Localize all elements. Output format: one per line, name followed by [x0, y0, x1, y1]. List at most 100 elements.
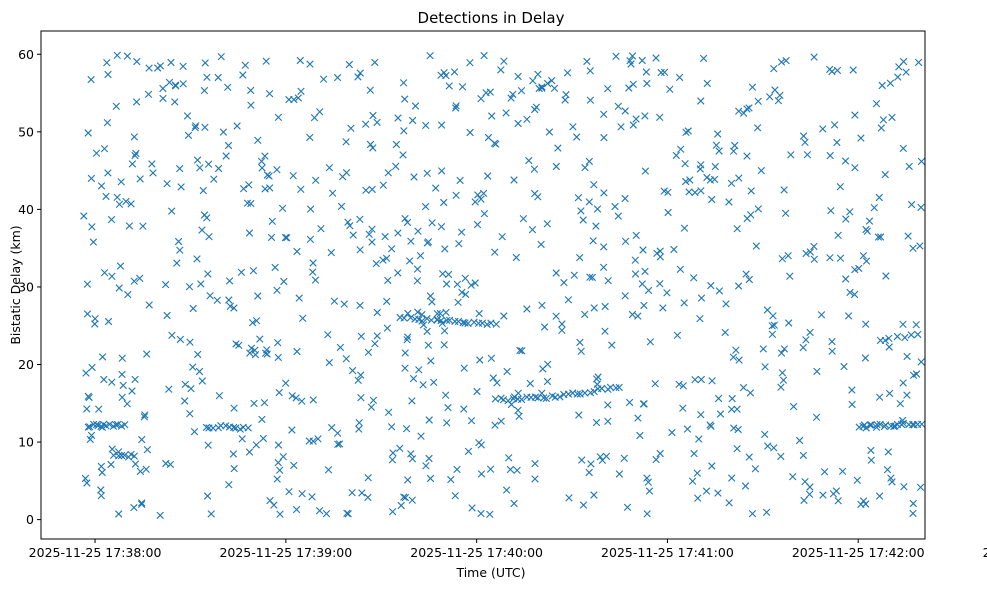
detection-point	[707, 281, 715, 290]
detection-point	[230, 404, 238, 412]
detection-point	[497, 417, 505, 425]
detection-point	[401, 349, 409, 357]
detection-point	[787, 151, 795, 159]
detection-point	[532, 103, 541, 111]
detection-point	[631, 256, 639, 264]
detection-point	[206, 292, 214, 300]
y-tick-label: 10	[18, 435, 34, 450]
detection-point	[826, 151, 834, 160]
detection-point	[213, 296, 221, 304]
detection-point	[733, 225, 741, 233]
detection-point	[842, 275, 850, 283]
detection-point	[876, 233, 885, 241]
detection-point	[638, 280, 646, 288]
detection-point	[439, 270, 447, 278]
detection-point	[468, 504, 476, 512]
detection-point	[473, 387, 481, 396]
detection-point	[342, 355, 350, 363]
detection-point	[342, 169, 351, 177]
detection-point	[364, 348, 373, 356]
detection-point	[458, 288, 466, 296]
detection-point	[848, 386, 856, 394]
detection-point	[600, 189, 608, 197]
detection-point	[504, 397, 512, 405]
detection-point	[288, 392, 296, 400]
detection-point	[203, 73, 211, 81]
detection-point	[600, 243, 608, 251]
detection-point	[621, 237, 630, 245]
detection-point	[615, 383, 623, 392]
detection-point	[193, 156, 202, 164]
detection-point	[103, 59, 111, 67]
detection-point	[480, 51, 488, 60]
detection-point	[274, 339, 282, 347]
detection-point	[454, 317, 463, 326]
detection-point	[514, 406, 522, 414]
detection-point	[368, 225, 376, 233]
detection-point	[115, 200, 124, 208]
detection-point	[289, 172, 297, 180]
detection-point	[274, 441, 283, 449]
detection-point	[408, 455, 417, 463]
detection-point	[842, 215, 850, 223]
detection-point	[358, 489, 366, 497]
detection-point	[394, 114, 402, 122]
detection-point	[407, 450, 415, 458]
detection-point	[576, 253, 584, 262]
detection-point	[768, 322, 776, 330]
detection-point	[84, 423, 92, 431]
detection-point	[453, 280, 462, 288]
detection-point	[241, 61, 249, 69]
detection-point	[248, 319, 257, 327]
detection-point	[768, 330, 777, 338]
detection-point	[357, 394, 365, 402]
detection-point	[901, 333, 909, 342]
detection-point	[763, 306, 772, 314]
detection-point	[531, 475, 539, 483]
detection-point	[207, 510, 215, 518]
detection-point	[400, 493, 408, 501]
detection-point	[364, 474, 372, 482]
detection-point	[176, 335, 185, 344]
detection-point	[366, 140, 375, 149]
detection-point	[590, 387, 598, 396]
detection-point	[137, 500, 146, 508]
detection-point	[899, 419, 907, 427]
detection-point	[741, 482, 750, 490]
detection-point	[652, 455, 660, 464]
detection-point	[893, 332, 902, 341]
detection-point	[850, 290, 859, 299]
detection-point	[354, 376, 362, 384]
detection-point	[362, 186, 370, 194]
detection-point	[735, 356, 743, 364]
detection-point	[156, 511, 164, 520]
detection-point	[95, 405, 103, 413]
detection-point	[305, 437, 313, 445]
detection-point	[563, 69, 572, 77]
detection-point	[83, 405, 91, 413]
detection-point	[343, 509, 351, 517]
detection-point	[754, 205, 762, 213]
detection-point	[115, 452, 123, 460]
detection-point	[421, 202, 430, 211]
detection-point	[552, 312, 560, 320]
detection-point	[450, 68, 459, 76]
detection-point	[423, 314, 431, 323]
detection-point	[174, 237, 183, 246]
detection-point	[754, 97, 762, 105]
detection-point	[477, 509, 485, 518]
detection-point	[907, 200, 916, 209]
detection-point	[578, 456, 586, 464]
detection-point	[857, 134, 865, 142]
y-tick-label: 60	[18, 47, 34, 62]
detection-point	[276, 466, 284, 474]
detection-point	[415, 366, 423, 374]
detection-point	[716, 410, 725, 418]
detection-point	[392, 140, 401, 149]
detection-point	[840, 362, 848, 371]
detection-point	[679, 404, 687, 412]
detection-point	[366, 86, 374, 94]
detection-point	[514, 119, 522, 128]
detection-point	[670, 245, 678, 254]
